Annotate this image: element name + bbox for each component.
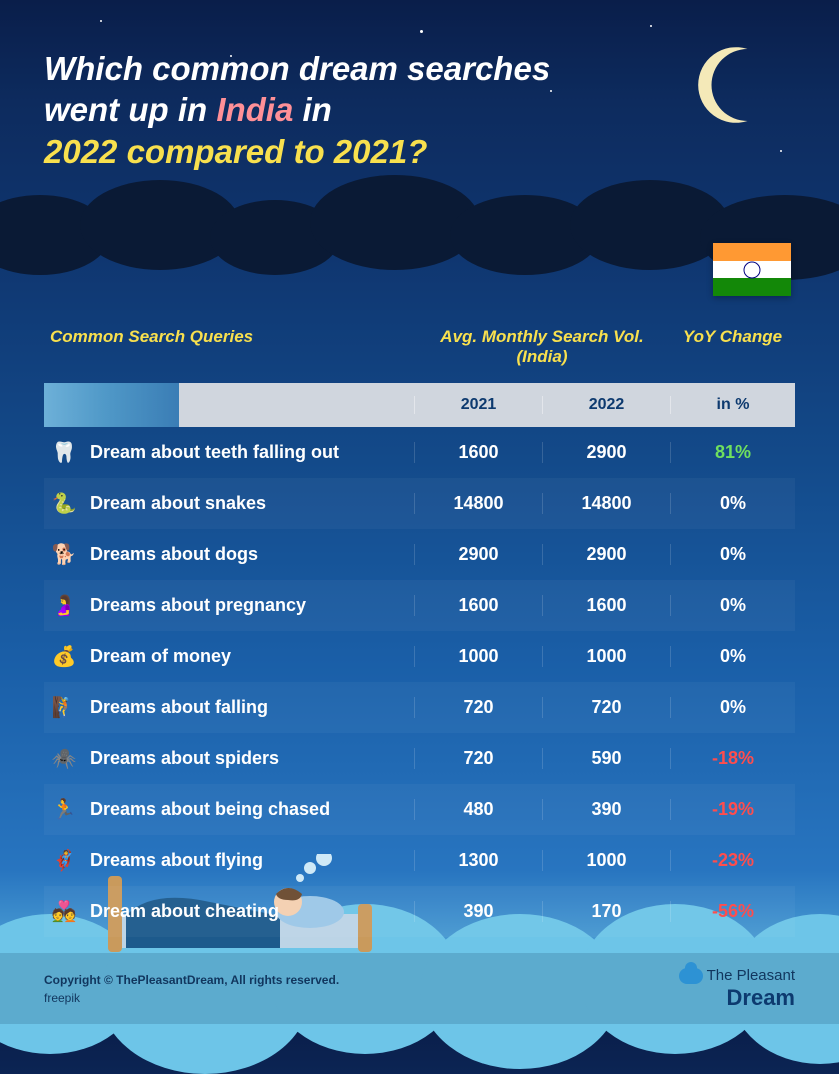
footer: Copyright © ThePleasantDream, All rights… — [0, 953, 839, 1024]
copyright-text: Copyright © ThePleasantDream, All rights… — [44, 971, 339, 989]
data-table: Common Search Queries Avg. Monthly Searc… — [44, 327, 795, 937]
title-india: India — [216, 91, 293, 128]
cell-yoy-change: 81% — [670, 442, 795, 463]
cell-2022: 390 — [542, 799, 670, 820]
query-text: Dreams about falling — [90, 697, 268, 718]
cell-2022: 590 — [542, 748, 670, 769]
table-body: 🦷 Dream about teeth falling out 1600 290… — [44, 427, 795, 937]
table-row: 🏃 Dreams about being chased 480 390 -19% — [44, 784, 795, 835]
table-subheader-row: 2021 2022 in % — [44, 383, 795, 427]
cell-2022: 720 — [542, 697, 670, 718]
brand-text-1: The Pleasant — [707, 967, 795, 984]
cell-2022: 1000 — [542, 646, 670, 667]
header-yoy: YoY Change — [670, 327, 795, 367]
row-icon: 🏃 — [50, 795, 78, 823]
cell-2022: 170 — [542, 901, 670, 922]
cell-yoy-change: 0% — [670, 544, 795, 565]
india-flag-icon — [713, 243, 791, 296]
cell-query: 🐍 Dream about snakes — [44, 489, 414, 517]
table-row: 💑 Dream about cheating 390 170 -56% — [44, 886, 795, 937]
cell-2021: 1300 — [414, 850, 542, 871]
cell-query: 🤰 Dreams about pregnancy — [44, 591, 414, 619]
cell-2021: 1600 — [414, 442, 542, 463]
query-text: Dream about teeth falling out — [90, 442, 339, 463]
cell-2021: 720 — [414, 748, 542, 769]
subheader-pct: in % — [670, 396, 795, 414]
credit-text: freepik — [44, 989, 339, 1007]
cell-query: 🦸 Dreams about flying — [44, 846, 414, 874]
cell-2021: 1600 — [414, 595, 542, 616]
cell-yoy-change: -18% — [670, 748, 795, 769]
query-text: Dream of money — [90, 646, 231, 667]
cell-yoy-change: -56% — [670, 901, 795, 922]
query-text: Dreams about being chased — [90, 799, 330, 820]
row-icon: 🦸 — [50, 846, 78, 874]
row-icon: 🐕 — [50, 540, 78, 568]
brand-logo: The Pleasant Dream — [679, 967, 795, 1010]
cell-query: 💰 Dream of money — [44, 642, 414, 670]
cell-query: 🧗 Dreams about falling — [44, 693, 414, 721]
cell-yoy-change: 0% — [670, 697, 795, 718]
title-line2a: went up in — [44, 91, 216, 128]
query-text: Dream about snakes — [90, 493, 266, 514]
cell-2022: 2900 — [542, 442, 670, 463]
table-row: 🐕 Dreams about dogs 2900 2900 0% — [44, 529, 795, 580]
page-title: Which common dream searches went up in I… — [44, 48, 604, 172]
brand-text-2: Dream — [727, 985, 795, 1010]
cell-query: 💑 Dream about cheating — [44, 897, 414, 925]
table-row: 🦷 Dream about teeth falling out 1600 290… — [44, 427, 795, 478]
table-row: 🦸 Dreams about flying 1300 1000 -23% — [44, 835, 795, 886]
table-row: 🐍 Dream about snakes 14800 14800 0% — [44, 478, 795, 529]
row-icon: 🤰 — [50, 591, 78, 619]
main-content: Which common dream searches went up in I… — [0, 0, 839, 937]
cell-2022: 1600 — [542, 595, 670, 616]
cell-2022: 14800 — [542, 493, 670, 514]
query-text: Dreams about flying — [90, 850, 263, 871]
cell-query: 🕷️ Dreams about spiders — [44, 744, 414, 772]
brand-cloud-icon — [679, 968, 703, 984]
header-volume: Avg. Monthly Search Vol. (India) — [414, 327, 670, 367]
query-text: Dream about cheating — [90, 901, 279, 922]
row-icon: 🧗 — [50, 693, 78, 721]
subheader-2022: 2022 — [542, 396, 670, 414]
row-icon: 🕷️ — [50, 744, 78, 772]
cell-query: 🦷 Dream about teeth falling out — [44, 438, 414, 466]
table-row: 🧗 Dreams about falling 720 720 0% — [44, 682, 795, 733]
title-years: 2022 compared to 2021? — [44, 133, 427, 170]
title-line2b: in — [293, 91, 332, 128]
cell-query: 🏃 Dreams about being chased — [44, 795, 414, 823]
table-row: 🤰 Dreams about pregnancy 1600 1600 0% — [44, 580, 795, 631]
query-text: Dreams about spiders — [90, 748, 279, 769]
cell-2022: 2900 — [542, 544, 670, 565]
cell-2021: 720 — [414, 697, 542, 718]
cell-yoy-change: -19% — [670, 799, 795, 820]
row-icon: 🦷 — [50, 438, 78, 466]
footer-left: Copyright © ThePleasantDream, All rights… — [44, 971, 339, 1007]
cell-yoy-change: 0% — [670, 493, 795, 514]
cell-2021: 1000 — [414, 646, 542, 667]
cell-2022: 1000 — [542, 850, 670, 871]
cell-yoy-change: 0% — [670, 646, 795, 667]
header-queries: Common Search Queries — [44, 327, 414, 367]
table-row: 🕷️ Dreams about spiders 720 590 -18% — [44, 733, 795, 784]
cell-query: 🐕 Dreams about dogs — [44, 540, 414, 568]
row-icon: 💑 — [50, 897, 78, 925]
table-header-row: Common Search Queries Avg. Monthly Searc… — [44, 327, 795, 383]
table-row: 💰 Dream of money 1000 1000 0% — [44, 631, 795, 682]
query-text: Dreams about pregnancy — [90, 595, 306, 616]
cell-2021: 480 — [414, 799, 542, 820]
row-icon: 🐍 — [50, 489, 78, 517]
cell-2021: 390 — [414, 901, 542, 922]
cell-yoy-change: -23% — [670, 850, 795, 871]
cell-2021: 14800 — [414, 493, 542, 514]
row-icon: 💰 — [50, 642, 78, 670]
title-line1: Which common dream searches — [44, 50, 550, 87]
subheader-2021: 2021 — [414, 396, 542, 414]
cell-2021: 2900 — [414, 544, 542, 565]
cell-yoy-change: 0% — [670, 595, 795, 616]
query-text: Dreams about dogs — [90, 544, 258, 565]
